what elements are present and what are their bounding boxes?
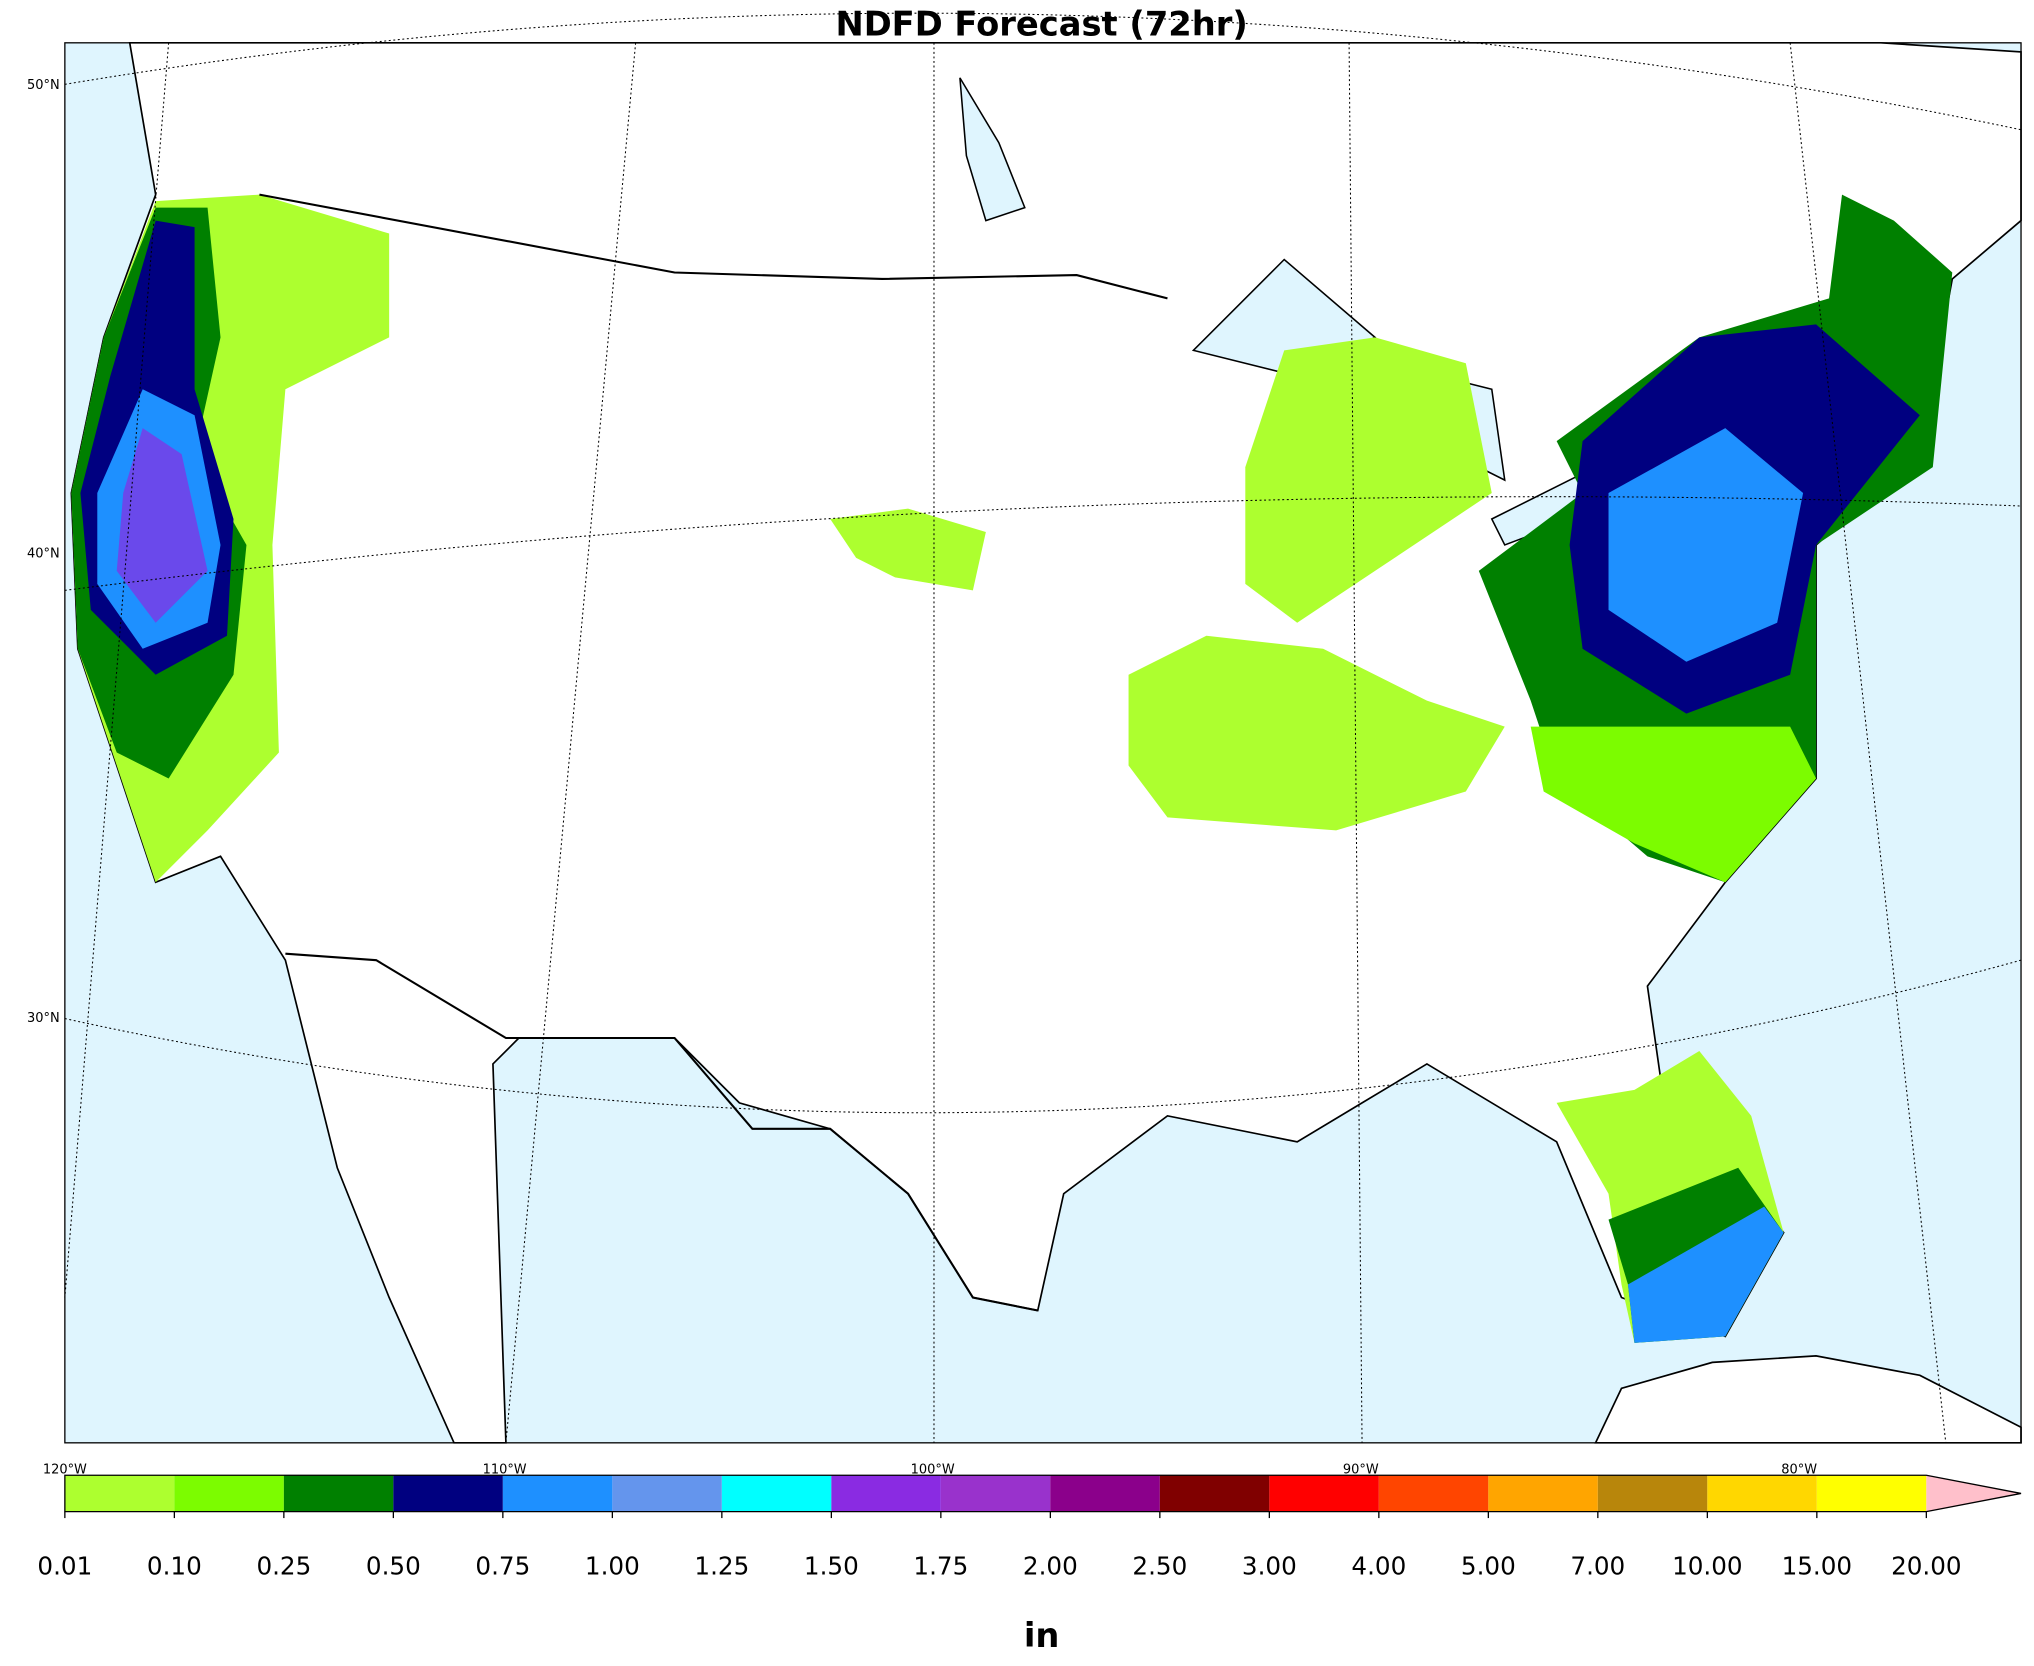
colorbar-tick-label: 0.75 — [475, 1551, 530, 1580]
colorbar-box — [1707, 1475, 1817, 1512]
title: NDFD Forecast (72hr) — [835, 4, 1247, 43]
colorbar-box — [612, 1475, 722, 1512]
colorbar-tick-label: 1.25 — [694, 1551, 749, 1580]
colorbar-tick-label: 1.00 — [585, 1551, 640, 1580]
colorbar-box — [1378, 1475, 1489, 1512]
lat-label: 30°N — [27, 1011, 60, 1026]
colorbar-box — [1159, 1475, 1270, 1512]
lon-label: 110°W — [483, 1463, 527, 1478]
colorbar-tick-label: 2.00 — [1023, 1551, 1078, 1580]
colorbar-tick-label: 2.50 — [1132, 1551, 1187, 1580]
precip-plains — [830, 508, 986, 591]
colorbar-box — [1816, 1475, 1927, 1512]
precip-east — [1608, 428, 1804, 662]
colorbar-box — [831, 1475, 941, 1512]
precip-west — [116, 428, 208, 623]
colorbar-tick-label: 15.00 — [1782, 1551, 1852, 1580]
map-frame — [64, 42, 2022, 1444]
colorbar: 0.01 0.10 0.25 0.50 0.75 1.00 1.25 1.50 1.75 2.00… — [37, 1474, 2022, 1655]
colorbar-box — [721, 1475, 832, 1512]
colorbar-tick-label: 0.50 — [366, 1551, 421, 1580]
borders — [259, 193, 1168, 1312]
lat-label: 40°N — [27, 547, 60, 562]
colorbar-tick-label: 0.01 — [37, 1551, 92, 1580]
colorbar-box — [1488, 1475, 1598, 1512]
lat-label: 50°N — [27, 78, 60, 93]
precip-midwest — [1245, 337, 1492, 623]
colorbar-box — [502, 1475, 613, 1512]
graticule — [64, 12, 2022, 1443]
colorbar-box — [1597, 1475, 1708, 1512]
colorbar-box — [1050, 1475, 1160, 1512]
lon-label: 120°W — [43, 1463, 87, 1478]
colorbar-tick-label: 4.00 — [1351, 1551, 1406, 1580]
colorbar-tick-label: 1.50 — [804, 1551, 859, 1580]
colorbar-tick-label: 0.10 — [147, 1551, 202, 1580]
lon-label: 80°W — [1781, 1463, 1817, 1478]
precip-carolina — [1530, 726, 1817, 883]
precip-midwest — [1128, 635, 1505, 831]
colorbar-tick-label: 7.00 — [1570, 1551, 1625, 1580]
colorbar-tick-label: 3.00 — [1242, 1551, 1297, 1580]
colorbar-box — [940, 1475, 1051, 1512]
colorbar-outline — [64, 1474, 2022, 1513]
colorbar-extend — [1926, 1475, 2022, 1512]
precip-florida — [1627, 1206, 1784, 1343]
colorbar-label: in — [1024, 1616, 1060, 1655]
colorbar-tick-label: 20.00 — [1891, 1551, 1961, 1580]
colorbar-tick-label: 5.00 — [1461, 1551, 1516, 1580]
lon-label: 100°W — [911, 1463, 955, 1478]
colorbar-box — [393, 1475, 503, 1512]
colorbar-tick-label: 0.25 — [256, 1551, 311, 1580]
colorbar-box — [283, 1475, 394, 1512]
colorbar-box — [1269, 1475, 1379, 1512]
colorbar-box — [174, 1475, 284, 1512]
colorbar-box — [64, 1475, 175, 1512]
axis-labels: 50°N 40°N 30°N 120°W 110°W 100°W 90°W 80°W — [27, 78, 1817, 1477]
colorbar-tick-label: 10.00 — [1672, 1551, 1742, 1580]
lon-label: 90°W — [1343, 1463, 1379, 1478]
map — [64, 12, 2022, 1444]
colorbar-tick-label: 1.75 — [913, 1551, 968, 1580]
